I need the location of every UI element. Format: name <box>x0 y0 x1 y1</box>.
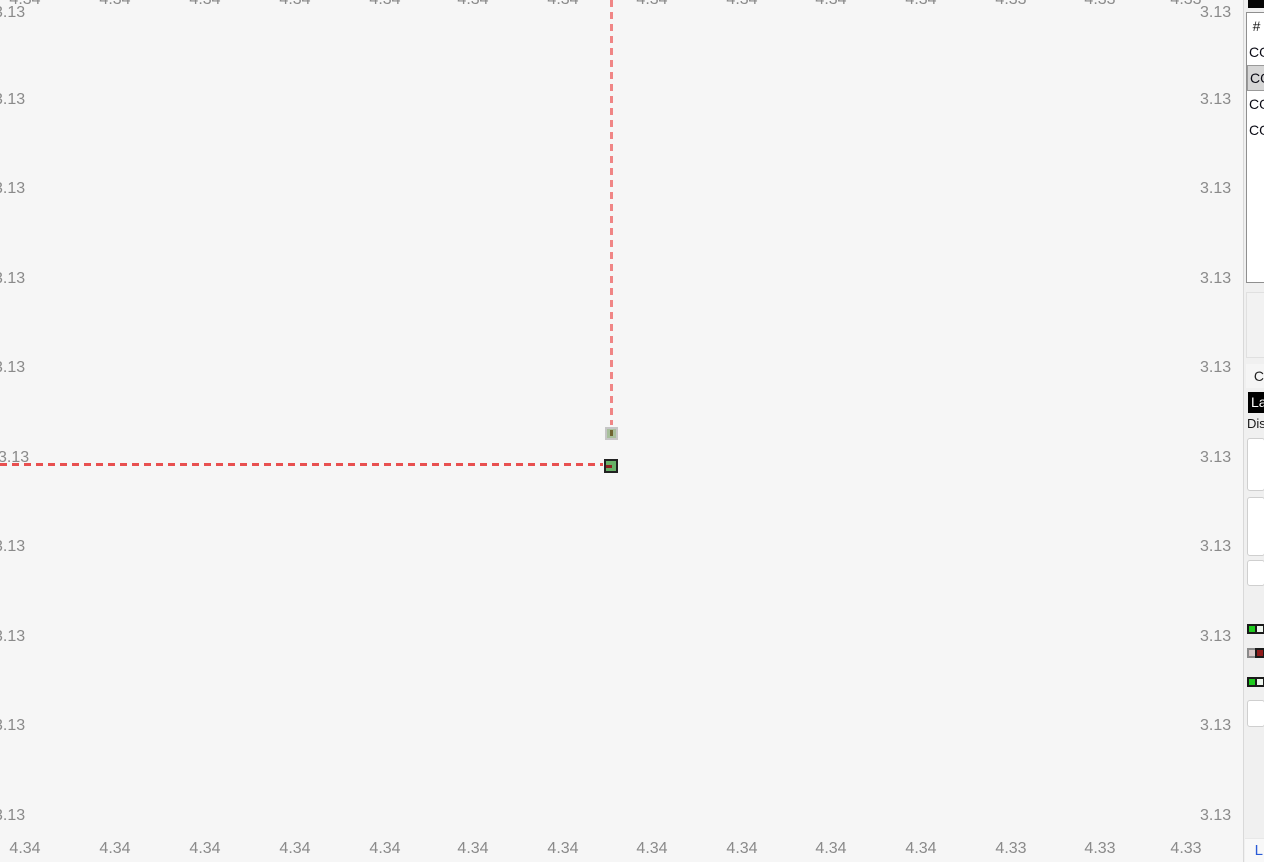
y-axis-left-tick-label: 3.13 <box>0 538 26 555</box>
color-swatch-darkred[interactable] <box>1255 648 1264 658</box>
color-swatch-row <box>1247 624 1264 638</box>
x-axis-top-tick-label: 4.34 <box>720 0 764 9</box>
panel-input-field[interactable] <box>1247 497 1264 556</box>
y-axis-left-tick-label: 3.13 <box>0 4 26 21</box>
right-settings-panel: # CO CO CO CO C La Dis L <box>1243 0 1264 862</box>
y-axis-left-tick-label: 3.13 <box>0 807 26 824</box>
x-axis-bottom-tick-label: 4.34 <box>726 840 758 857</box>
list-item[interactable]: CO <box>1249 122 1264 138</box>
x-axis-top-tick-label: 4.33 <box>989 0 1033 9</box>
x-axis-top-tick-label: 4.34 <box>630 0 674 9</box>
x-axis-bottom-tick-label: 4.33 <box>1084 840 1116 857</box>
x-axis-bottom-tick-label: 4.34 <box>9 840 41 857</box>
x-axis-top-tick-label: 4.33 <box>1164 0 1208 9</box>
panel-bottom-link[interactable]: L <box>1245 838 1264 862</box>
x-axis-top-tick-label: 4.34 <box>273 0 317 9</box>
x-axis-bottom-tick-label: 4.34 <box>99 840 131 857</box>
x-axis-bottom-tick-label: 4.34 <box>636 840 668 857</box>
color-swatch-light[interactable] <box>1255 624 1264 634</box>
color-swatch-row <box>1247 677 1264 691</box>
x-axis-top-tick-label: 4.34 <box>451 0 495 9</box>
panel-section-label: Dis <box>1247 416 1264 431</box>
y-axis-left-tick-label: 3.13 <box>0 628 26 645</box>
lower-candle-marker[interactable] <box>604 459 618 473</box>
x-axis-bottom-tick-label: 4.33 <box>1170 840 1202 857</box>
color-swatch-row <box>1247 648 1264 662</box>
crosshair-horizontal-line <box>0 463 603 466</box>
y-axis-left-tick-label: 3.13 <box>0 91 26 108</box>
y-axis-right-tick-label: 3.13 <box>1200 4 1232 21</box>
upper-candle-body <box>610 430 613 436</box>
x-axis-bottom-tick-label: 4.34 <box>547 840 579 857</box>
x-axis-top-tick-label: 4.34 <box>899 0 943 9</box>
panel-input-field[interactable] <box>1247 700 1264 727</box>
x-axis-top-tick-label: 4.34 <box>93 0 137 9</box>
x-axis-top-tick-label: 4.34 <box>3 0 47 9</box>
x-axis-top-tick-label: 4.33 <box>1078 0 1122 9</box>
list-item[interactable]: CO <box>1249 96 1264 112</box>
x-axis-bottom-tick-label: 4.34 <box>369 840 401 857</box>
y-axis-right-tick-label: 3.13 <box>1200 359 1232 376</box>
y-axis-left-tick-label: 3.13 <box>0 180 26 197</box>
x-axis-bottom-tick-label: 4.34 <box>905 840 937 857</box>
list-item[interactable]: CO <box>1249 44 1264 60</box>
y-axis-left-tick-label: 3.13 <box>0 717 26 734</box>
y-axis-right-tick-label: 3.13 <box>1200 180 1232 197</box>
panel-group-box <box>1246 292 1264 358</box>
panel-title-bar <box>1248 0 1264 8</box>
y-axis-left-tick-label: 3.13 <box>0 449 30 466</box>
panel-input-field[interactable] <box>1247 560 1264 586</box>
x-axis-top-tick-label: 4.34 <box>541 0 585 9</box>
y-axis-right-tick-label: 3.13 <box>1200 91 1232 108</box>
y-axis-right-tick-label: 3.13 <box>1200 717 1232 734</box>
lower-candle-body <box>606 465 612 468</box>
list-header: # <box>1252 18 1261 34</box>
y-axis-right-tick-label: 3.13 <box>1200 628 1232 645</box>
y-axis-right-tick-label: 3.13 <box>1200 538 1232 555</box>
x-axis-bottom-tick-label: 4.34 <box>815 840 847 857</box>
panel-button[interactable]: C <box>1246 364 1264 388</box>
x-axis-bottom-tick-label: 4.34 <box>457 840 489 857</box>
y-axis-right-tick-label: 3.13 <box>1200 807 1232 824</box>
panel-input-field[interactable] <box>1247 438 1264 491</box>
upper-candle-marker[interactable] <box>605 427 618 440</box>
y-axis-right-tick-label: 3.13 <box>1200 449 1232 466</box>
x-axis-top-tick-label: 4.34 <box>809 0 853 9</box>
list-item-selected[interactable]: CO <box>1247 65 1264 91</box>
y-axis-left-tick-label: 3.13 <box>0 359 26 376</box>
x-axis-top-tick-label: 4.34 <box>183 0 227 9</box>
color-swatch-light[interactable] <box>1255 677 1264 687</box>
x-axis-bottom-tick-label: 4.34 <box>279 840 311 857</box>
y-axis-right-tick-label: 3.13 <box>1200 270 1232 287</box>
x-axis-bottom-tick-label: 4.33 <box>995 840 1027 857</box>
panel-section-header: La <box>1248 392 1264 413</box>
instrument-list[interactable]: # CO CO CO CO <box>1246 12 1264 283</box>
crosshair-vertical-line <box>610 0 613 425</box>
x-axis-top-tick-label: 4.34 <box>363 0 407 9</box>
x-axis-bottom-tick-label: 4.34 <box>189 840 221 857</box>
y-axis-left-tick-label: 3.13 <box>0 270 26 287</box>
